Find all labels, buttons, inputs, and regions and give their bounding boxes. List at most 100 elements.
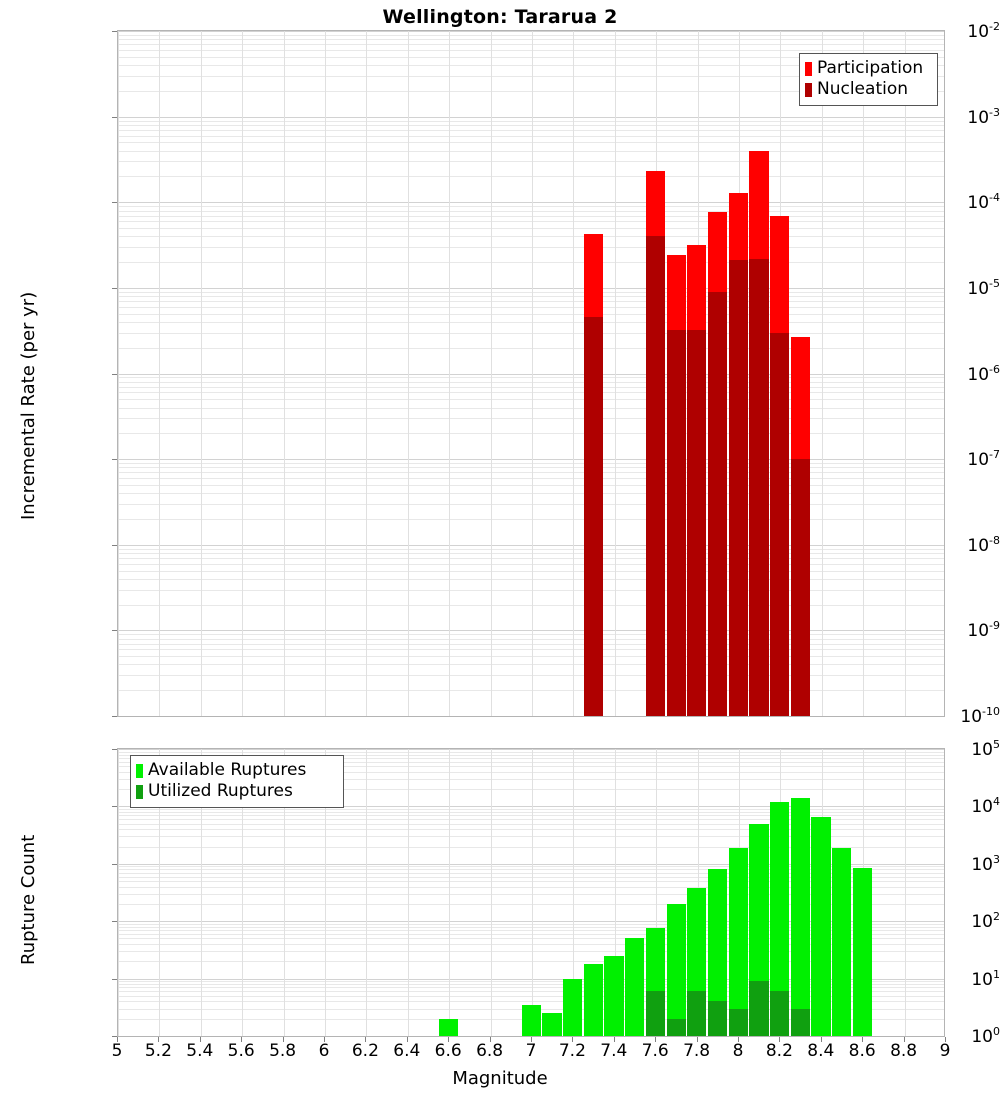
y-tick-label: 10-2 — [967, 20, 1000, 42]
y-tick-mark — [112, 1036, 117, 1037]
y-tick-label: 10-6 — [967, 362, 1000, 385]
x-tick-label: 5.8 — [269, 1041, 297, 1061]
gridline — [408, 749, 409, 1036]
bar-nucleation — [790, 459, 810, 716]
gridline — [118, 472, 944, 474]
gridline — [118, 291, 944, 293]
gridline — [118, 630, 944, 632]
x-axis-label: Magnitude — [452, 1068, 548, 1089]
gridline — [118, 478, 944, 480]
gridline — [118, 418, 944, 420]
gridline — [118, 116, 944, 118]
gridline — [118, 771, 944, 773]
gridline — [118, 433, 944, 435]
bar-utilized-ruptures — [728, 1008, 748, 1036]
gridline — [118, 930, 944, 932]
legend-item-utilized-ruptures: Utilized Ruptures — [136, 781, 336, 802]
x-tick-label: 7 — [525, 1041, 537, 1061]
x-tick-mark — [655, 1037, 657, 1042]
bar-utilized-ruptures — [770, 991, 790, 1036]
bar-utilized-ruptures — [749, 981, 769, 1036]
bar-available-ruptures — [832, 848, 852, 1036]
x-tick-label: 8 — [732, 1041, 744, 1061]
gridline — [118, 921, 944, 923]
y-tick-mark — [112, 630, 117, 632]
gridline — [118, 866, 944, 868]
bar-available-ruptures — [852, 867, 873, 1036]
gridline — [118, 938, 944, 940]
bottom-legend: Available Ruptures Utilized Ruptures — [130, 755, 344, 808]
gridline — [118, 332, 944, 334]
gridline — [491, 749, 492, 1036]
bar-available-ruptures — [728, 847, 748, 1036]
bar-available-ruptures — [811, 817, 831, 1036]
gridline — [118, 392, 944, 394]
bar-nucleation — [645, 236, 666, 716]
gridline — [118, 124, 944, 126]
participation-swatch — [805, 61, 812, 76]
gridline — [118, 301, 944, 303]
gridline — [905, 749, 906, 1036]
x-tick-mark — [282, 1037, 284, 1042]
x-tick-label: 9 — [939, 1041, 951, 1061]
x-tick-mark — [448, 1037, 450, 1042]
x-tick-mark — [199, 1037, 201, 1042]
gridline — [118, 503, 944, 505]
x-tick-label: 8.4 — [807, 1041, 835, 1061]
x-tick-mark — [158, 1037, 160, 1042]
legend-label: Nucleation — [817, 79, 909, 99]
gridline — [118, 757, 944, 759]
gridline — [118, 313, 944, 315]
y-tick-label: 100 — [971, 1025, 1000, 1047]
gridline — [118, 789, 944, 791]
bar-utilized-ruptures — [707, 1001, 728, 1036]
gridline — [118, 262, 944, 264]
gridline — [118, 544, 944, 546]
legend-item-participation: Participation — [805, 58, 930, 79]
gridline — [118, 819, 944, 821]
gridline — [118, 221, 944, 223]
legend-item-nucleation: Nucleation — [805, 79, 930, 100]
gridline — [118, 690, 944, 692]
gridline — [118, 823, 944, 825]
x-tick-label: 8.6 — [848, 1041, 876, 1061]
gridline — [118, 39, 944, 41]
y-tick-mark — [112, 544, 117, 546]
gridline — [118, 49, 944, 51]
gridline — [118, 995, 944, 997]
gridline — [118, 407, 944, 409]
gridline — [159, 749, 160, 1036]
x-tick-mark — [779, 1037, 781, 1042]
gridline — [118, 56, 944, 58]
bar-available-ruptures — [583, 963, 603, 1036]
bottom-y-axis-label: Rupture Count — [18, 834, 39, 965]
gridline — [615, 749, 616, 1036]
bar-available-ruptures — [563, 978, 583, 1036]
gridline — [118, 926, 944, 928]
bar-available-ruptures — [666, 903, 686, 1036]
gridline — [118, 321, 944, 323]
gridline — [449, 31, 450, 716]
gridline — [118, 381, 944, 383]
gridline — [118, 675, 944, 677]
y-tick-mark — [112, 749, 117, 750]
gridline — [118, 386, 944, 388]
gridline — [118, 161, 944, 163]
bar-nucleation — [666, 330, 686, 716]
gridline — [118, 44, 944, 46]
gridline — [118, 869, 944, 871]
x-tick-label: 6 — [318, 1041, 330, 1061]
bar-nucleation — [707, 291, 728, 716]
bar-available-ruptures — [625, 938, 645, 1036]
x-tick-mark — [862, 1037, 864, 1042]
x-tick-label: 5.4 — [186, 1041, 214, 1061]
gridline — [118, 31, 944, 32]
x-tick-mark — [820, 1037, 822, 1042]
gridline — [325, 31, 326, 716]
bar-utilized-ruptures — [666, 1018, 686, 1036]
x-tick-label: 6.8 — [476, 1041, 504, 1061]
gridline — [118, 638, 944, 640]
gridline — [118, 643, 944, 645]
gridline — [118, 306, 944, 308]
gridline — [118, 903, 944, 905]
